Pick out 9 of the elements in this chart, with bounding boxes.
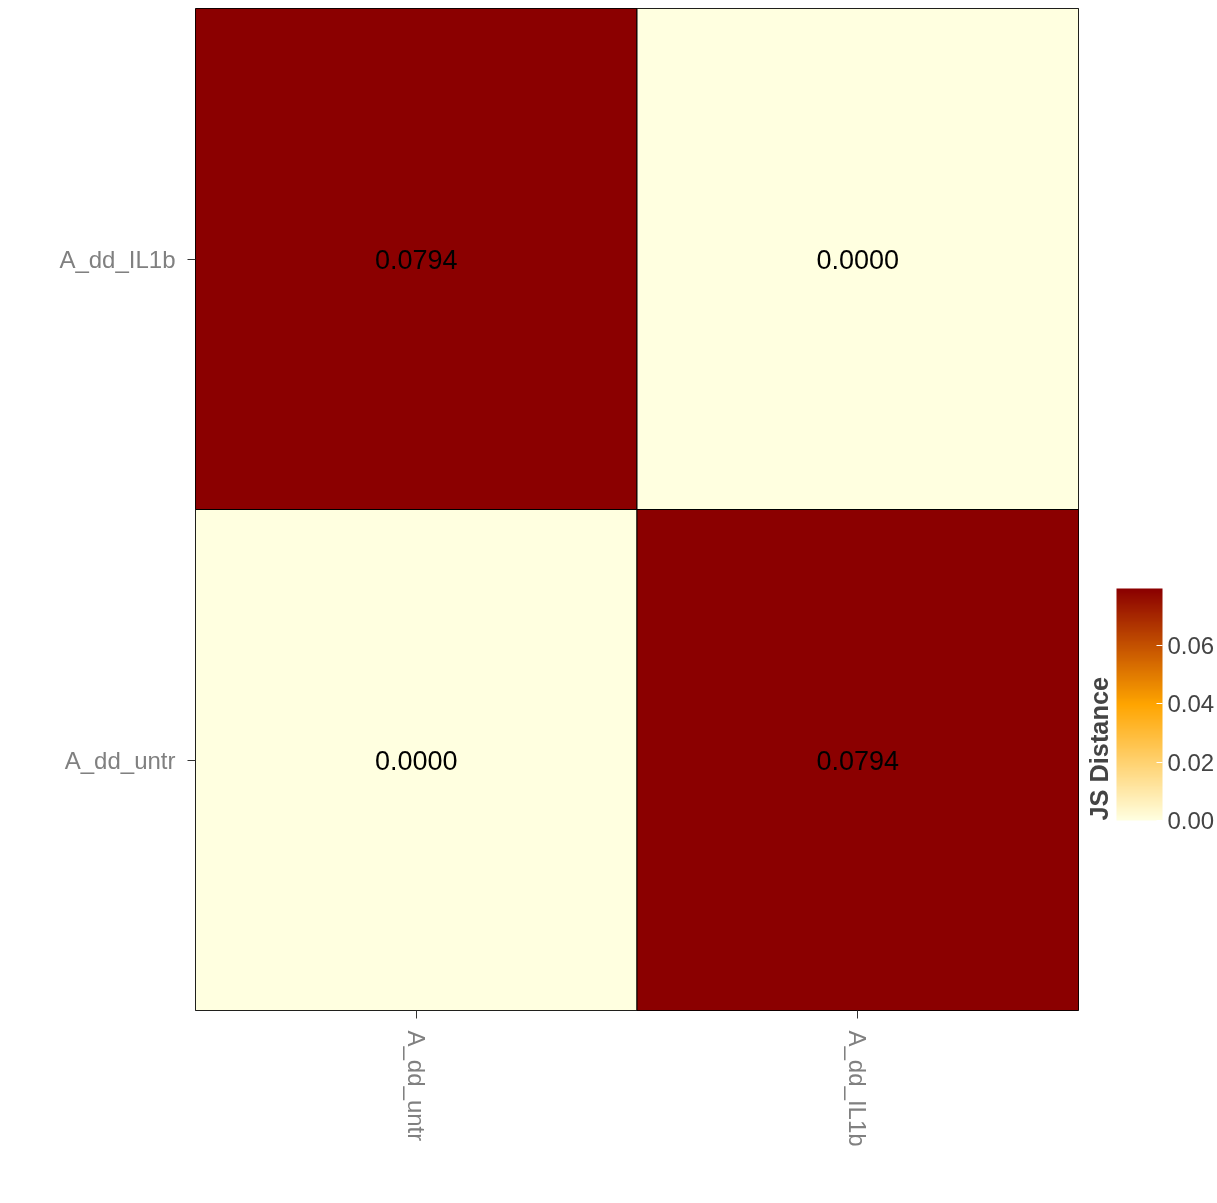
data-label: 0.0794 [816,745,900,776]
color-bar-label: 0.06 [1167,631,1215,659]
color-bar-label: 0.04 [1167,690,1215,718]
data-label: 0.0000 [374,745,458,776]
data-label: 0.0794 [374,244,458,275]
color-bar-label: 0.00 [1167,807,1215,834]
color-bar-title: JS Distance [1084,676,1113,821]
data-label: 0.0000 [816,244,900,275]
color-bar-label: 0.02 [1167,748,1215,776]
